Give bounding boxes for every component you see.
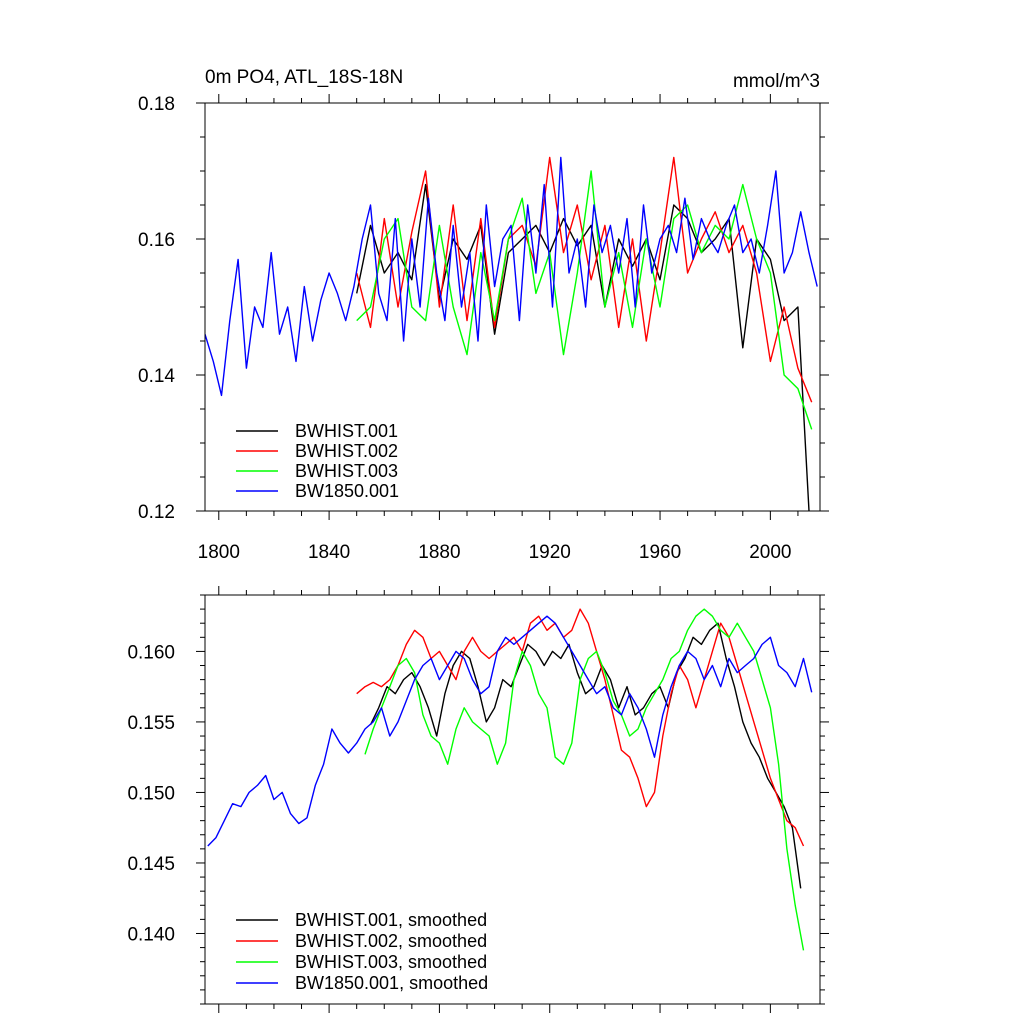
chart-title: 0m PO4, ATL_18S-18N — [205, 67, 403, 88]
legend-label-1: BWHIST.002 — [295, 441, 398, 461]
x-tick-label: 1960 — [639, 542, 681, 563]
x-tick-label: 2000 — [749, 542, 791, 563]
x-tick-label: 1840 — [308, 542, 350, 563]
legend-label-2: BWHIST.003 — [295, 461, 398, 481]
series-line-1 — [356, 156, 813, 403]
y-tick-label: 0.160 — [127, 642, 175, 663]
y-tick-label: 0.150 — [127, 783, 175, 804]
x-tick-label: 1800 — [198, 542, 240, 563]
units-label: mmol/m^3 — [733, 71, 820, 92]
plot-frame — [204, 594, 821, 1005]
y-tick-label: 0.12 — [138, 502, 175, 523]
series-line-3 — [205, 156, 818, 397]
series-line-0 — [369, 622, 802, 889]
legend-label-3: BW1850.001, smoothed — [295, 973, 488, 993]
legend-label-3: BW1850.001 — [295, 481, 399, 501]
y-tick-label: 0.140 — [127, 924, 175, 945]
top-panel: 1800 1840 1880 1920 1960 2000 0.12 0.14 0.16 0.18… — [138, 67, 829, 563]
legend-label-2: BWHIST.003, smoothed — [295, 952, 487, 972]
series-group — [205, 156, 818, 511]
y-tick-label: 0.155 — [127, 713, 175, 734]
legend-label-0: BWHIST.001, smoothed — [295, 910, 487, 930]
series-line-3 — [207, 615, 813, 847]
x-tick-label: 1920 — [529, 542, 571, 563]
series-line-2 — [364, 608, 805, 951]
y-tick-label: 0.18 — [138, 94, 175, 115]
legend-label-0: BWHIST.001 — [295, 421, 398, 441]
y-tick-label: 0.145 — [127, 854, 175, 875]
series-line-1 — [356, 608, 805, 847]
bottom-panel: 0.140 0.145 0.150 0.155 0.160 BWHIST.001, smo… — [127, 586, 829, 1013]
x-tick-label: 1880 — [418, 542, 460, 563]
y-tick-label: 0.14 — [138, 366, 175, 387]
legend-label-1: BWHIST.002, smoothed — [295, 931, 487, 951]
series-group — [207, 608, 813, 951]
y-tick-label: 0.16 — [138, 230, 175, 251]
